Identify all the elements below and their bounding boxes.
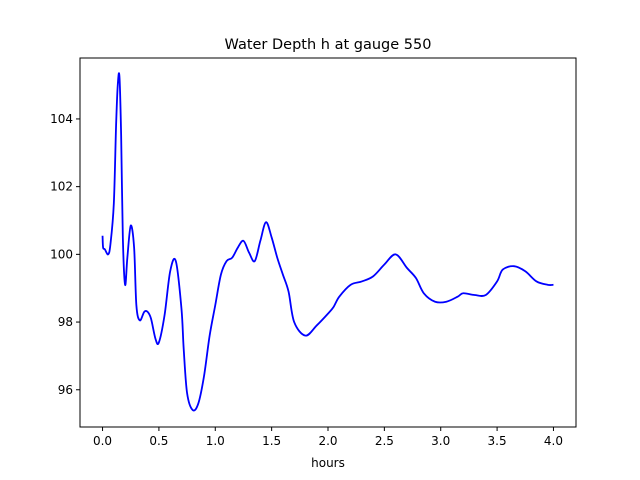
- x-tick-label: 4.0: [544, 434, 563, 448]
- y-tick-label: 98: [58, 315, 73, 329]
- x-tick-label: 1.5: [262, 434, 281, 448]
- plot-frame: [79, 57, 577, 428]
- y-tick-label: 102: [50, 180, 73, 194]
- x-tick-label: 3.0: [431, 434, 450, 448]
- x-tick-label: 3.5: [488, 434, 507, 448]
- y-tick-label: 100: [50, 247, 73, 261]
- series-line: [101, 72, 554, 412]
- x-tick-label: 0.5: [149, 434, 168, 448]
- x-tick-label: 2.0: [318, 434, 337, 448]
- x-axis-label: hours: [311, 456, 345, 470]
- series-layer: [101, 72, 554, 412]
- y-tick-label: 104: [50, 112, 73, 126]
- tick-layer: 0.0 0.5 1.0 1.5 2.0 2.5 3.0 3.5 4.0 96 98 100 102 104: [50, 112, 563, 448]
- chart-title: Water Depth h at gauge 550: [225, 37, 432, 53]
- x-tick-label: 1.0: [206, 434, 225, 448]
- x-tick-label: 2.5: [375, 434, 394, 448]
- x-tick-label: 0.0: [93, 434, 112, 448]
- y-tick-label: 96: [58, 383, 73, 397]
